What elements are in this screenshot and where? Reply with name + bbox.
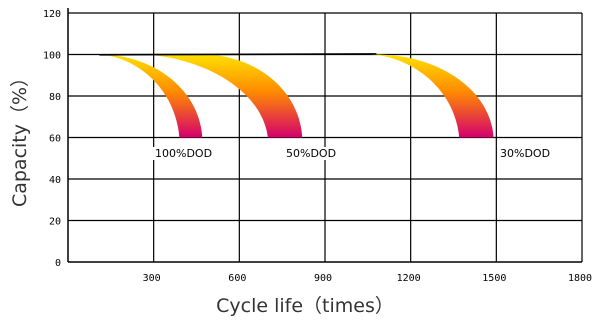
series-label: 30%DOD	[500, 147, 550, 160]
capacity-band	[142, 54, 303, 138]
bands	[99, 53, 494, 138]
x-tick-label: 1500	[482, 273, 506, 284]
tick-labels: 0 20 40 60 80 100 120 300 600 900 1200 1500 1800	[43, 9, 592, 284]
y-tick-label: 100	[43, 51, 61, 62]
x-tick-label: 900	[314, 273, 332, 284]
y-tick-label: 40	[49, 175, 61, 186]
y-tick-label: 80	[49, 92, 61, 103]
x-tick-label: 1800	[568, 273, 592, 284]
y-tick-label: 120	[43, 9, 61, 20]
series-label: 50%DOD	[286, 147, 336, 160]
baseline-100	[99, 53, 377, 56]
y-axis-title: Capacity（%）	[9, 68, 31, 207]
annotation-bg	[498, 147, 544, 160]
y-tick-label: 20	[49, 217, 61, 228]
capacity-band	[370, 54, 494, 138]
x-tick-label: 1200	[397, 273, 421, 284]
capacity-band	[99, 54, 203, 138]
axes	[67, 8, 582, 263]
annotations: 100%DOD 50%DOD 30%DOD	[153, 147, 550, 160]
x-tick-label: 600	[228, 273, 246, 284]
y-tick-label: 0	[55, 258, 61, 269]
annotation-bg	[153, 147, 207, 160]
x-tick-label: 300	[143, 273, 161, 284]
y-tick-label: 60	[49, 134, 61, 145]
x-axis-title: Cycle life（times）	[216, 295, 394, 317]
series-label: 100%DOD	[155, 147, 212, 160]
annotation-bg	[284, 147, 330, 160]
grid	[68, 12, 583, 262]
